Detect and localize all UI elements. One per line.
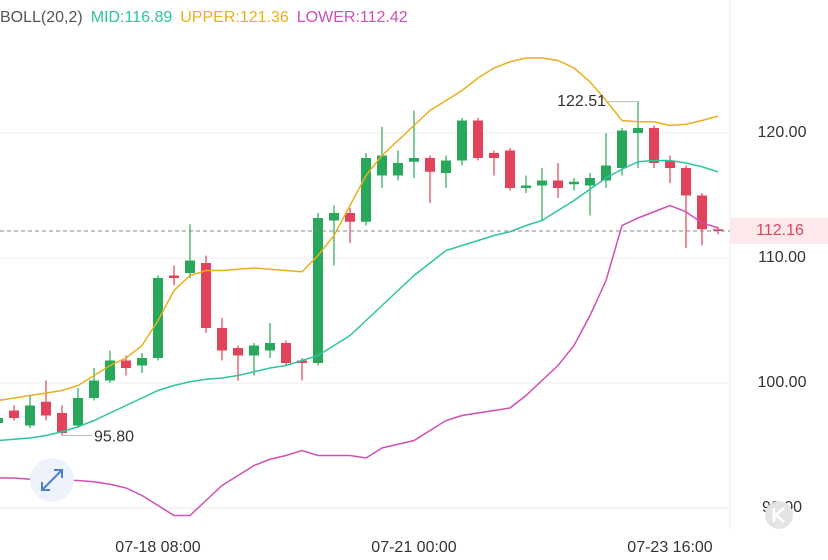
candle-body [265,343,275,351]
candle-body [41,401,51,416]
candle-body [297,360,307,363]
candle-body [521,185,531,188]
candle-body [329,213,339,221]
candle-body [489,153,499,158]
candle-body [89,380,99,398]
expand-button[interactable] [30,458,74,502]
annotation: 95.80 [94,429,134,446]
watermark-bg [765,501,793,529]
candle-body [457,120,467,161]
band-line [0,159,719,442]
candle-body [9,410,19,418]
candle-body [185,260,195,273]
candle-body [649,128,659,163]
candle-body [601,165,611,181]
legend-value: 112.42 [360,9,408,26]
band-line [0,204,719,517]
legend-name: MID: [91,9,125,26]
candle-body [313,218,323,363]
candle-body [377,155,387,176]
watermark [765,501,793,529]
y-tick-label: 120.00 [758,124,807,141]
candle-body [665,160,675,168]
watermark-icon [772,507,785,523]
candle-body [409,158,419,162]
candle-body [425,158,435,172]
y-tick-label: 110.00 [758,249,806,266]
candle-body [57,413,67,433]
legend: BOLL(20,2) MID:116.89 UPPER:121.36 LOWER:11… [0,9,408,26]
candle-body [137,358,147,366]
candle-body [713,229,723,231]
candle-body [73,398,83,426]
candle-body [633,128,643,133]
legend-name: UPPER: [180,9,240,26]
candle-body [249,345,259,356]
legend-value: 116.89 [125,9,173,26]
candle-body [393,163,403,176]
candle-body [233,348,243,356]
candle-body [153,278,163,358]
candle-body [25,405,35,426]
candle-body [217,328,227,351]
candle-body [537,180,547,186]
y-tick-label: 100.00 [758,374,807,391]
candle-body [441,160,451,173]
band-line [0,57,719,401]
candle-body [553,180,563,188]
legend-value: 121.36 [240,9,289,26]
candle-body [201,263,211,328]
x-tick-label: 07-21 00:00 [371,539,457,556]
current-price-label: 112.16 [756,222,804,239]
x-tick-label: 07-18 08:00 [115,539,201,556]
candle-body [105,360,115,381]
candle-body [345,213,355,222]
candle-body [169,275,179,278]
candle-body [473,120,483,158]
legend-title: BOLL(20,2) [0,9,83,26]
candle-body [121,360,131,368]
candle-body [0,418,3,423]
candle-body [681,168,691,196]
candle-body [585,178,595,186]
candle-body [569,181,579,185]
current-price-box [730,218,828,244]
expand-icon[interactable] [41,469,63,491]
candle-body [617,130,627,168]
candle-body [697,195,707,230]
candle-body [281,343,291,363]
candle-body [505,150,515,188]
candle-body [361,158,371,222]
legend-name: LOWER: [297,9,360,26]
annotation: 122.51 [557,93,606,110]
x-tick-label: 07-23 16:00 [627,539,713,556]
